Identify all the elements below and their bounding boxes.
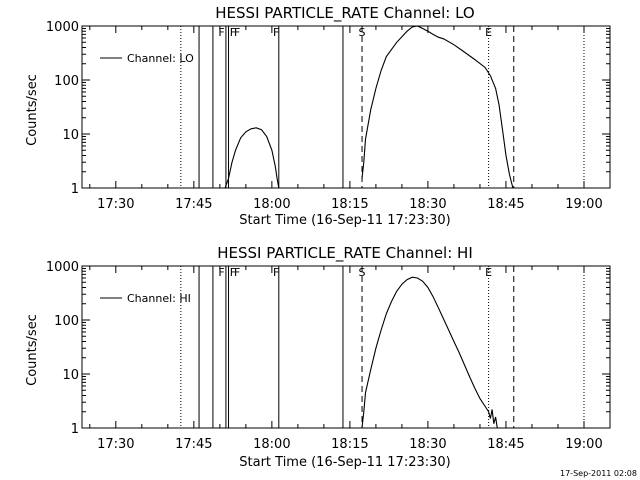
footer-timestamp: 17-Sep-2011 02:08 [560,469,637,478]
flag-label: F [273,26,279,39]
flag-label: F [230,266,236,279]
y-axis-label: Counts/sec [25,314,40,386]
x-axis-label: Start Time (16-Sep-11 17:23:30) [239,213,450,228]
x-tick-label: 18:45 [487,437,524,452]
series-line [224,127,280,189]
flag-label: F [218,266,224,279]
x-tick-label: 19:00 [565,437,602,452]
x-tick-label: 17:45 [175,197,212,212]
plot-area: 17:30 17:45 18:00 18:15 18:30 18:45 19:00 1 10 10… [46,20,611,212]
flag-label: F [273,266,279,279]
plot-frame [81,25,611,189]
y-tick-label: 10 [62,128,79,143]
x-tick-label: 18:45 [487,197,524,212]
x-tick-label: 18:30 [409,197,446,212]
x-tick-label: 17:30 [97,437,134,452]
x-tick-label: 18:15 [331,197,368,212]
chart-title: HESSI PARTICLE_RATE Channel: HI [217,244,473,263]
x-tick-label: 18:15 [331,437,368,452]
y-tick-label: 1 [71,182,79,197]
flag-label: F [218,26,224,39]
y-axis-label: Counts/sec [25,74,40,146]
x-tick-label: 18:00 [253,437,290,452]
legend-label: Channel: HI [127,292,191,305]
flag-label: F [234,266,240,279]
flag-label: F [234,26,240,39]
y-tick-label: 100 [54,314,79,329]
plot-area: 17:30 17:45 18:00 18:15 18:30 18:45 19:00 1 10 10… [46,260,611,452]
flag-label: S [359,26,366,39]
series-line [361,276,498,429]
y-tick-label: 1000 [46,260,79,275]
x-tick-label: 17:45 [175,437,212,452]
legend-label: Channel: LO [127,52,194,65]
panel-hi: HESSI PARTICLE_RATE Channel: HI 17:30 17:… [25,244,611,470]
chart-title: HESSI PARTICLE_RATE Channel: LO [215,4,474,23]
x-tick-label: 18:30 [409,437,446,452]
y-tick-label: 1 [71,422,79,437]
x-axis-label: Start Time (16-Sep-11 17:23:30) [239,455,450,470]
panel-lo: HESSI PARTICLE_RATE Channel: LO 17:30 17:… [25,4,611,228]
x-tick-label: 18:00 [253,197,290,212]
series-line [361,25,514,189]
flag-label: F [230,26,236,39]
flag-label: E [485,266,492,279]
x-tick-label: 19:00 [565,197,602,212]
y-tick-label: 100 [54,74,79,89]
flag-label: S [359,266,366,279]
x-tick-label: 17:30 [97,197,134,212]
y-tick-label: 10 [62,368,79,383]
flag-label: E [485,26,492,39]
y-tick-label: 1000 [46,20,79,35]
plot-frame [81,265,611,429]
